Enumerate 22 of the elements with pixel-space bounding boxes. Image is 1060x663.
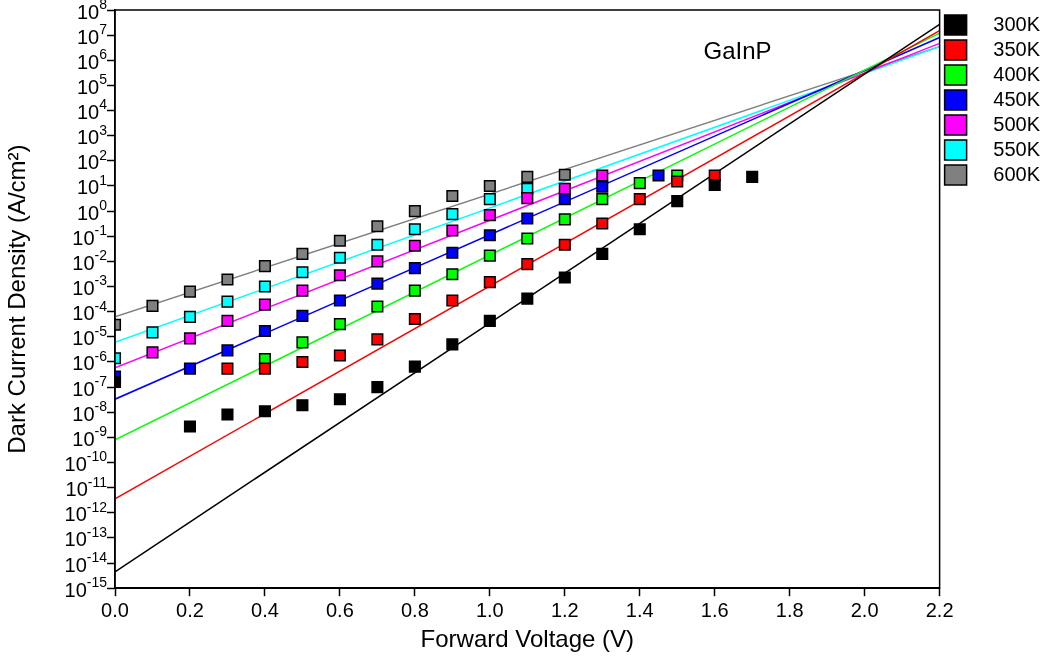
legend-label: 350K [976, 37, 1041, 60]
x-tick-label: 0.6 [325, 598, 354, 621]
x-axis-title: Forward Voltage (V) [420, 625, 635, 653]
legend-label: 450K [976, 87, 1041, 110]
x-tick-label: 0.0 [101, 598, 129, 621]
x-tick-label: 0.8 [400, 598, 429, 621]
x-tick-label: 1.8 [775, 598, 804, 621]
y-axis-title: Dark Current Density (A/cm²) [3, 144, 31, 454]
x-tick-label: 2.2 [925, 598, 954, 621]
x-tick-label: 2.0 [850, 598, 879, 621]
x-tick-label: 1.4 [625, 598, 654, 621]
legend-label: 600K [976, 162, 1041, 185]
x-tick-label: 0.2 [176, 598, 204, 621]
annotation: GaInP [703, 36, 772, 64]
x-tick-label: 1.0 [475, 598, 504, 621]
x-tick-label: 1.2 [550, 598, 579, 621]
legend-label: 400K [976, 62, 1041, 85]
x-tick-label: 0.4 [251, 598, 279, 621]
x-tick-label: 1.6 [700, 598, 729, 621]
legend-label: 500K [976, 112, 1041, 135]
legend-label: 300K [976, 12, 1041, 35]
legend-label: 550K [976, 137, 1041, 160]
